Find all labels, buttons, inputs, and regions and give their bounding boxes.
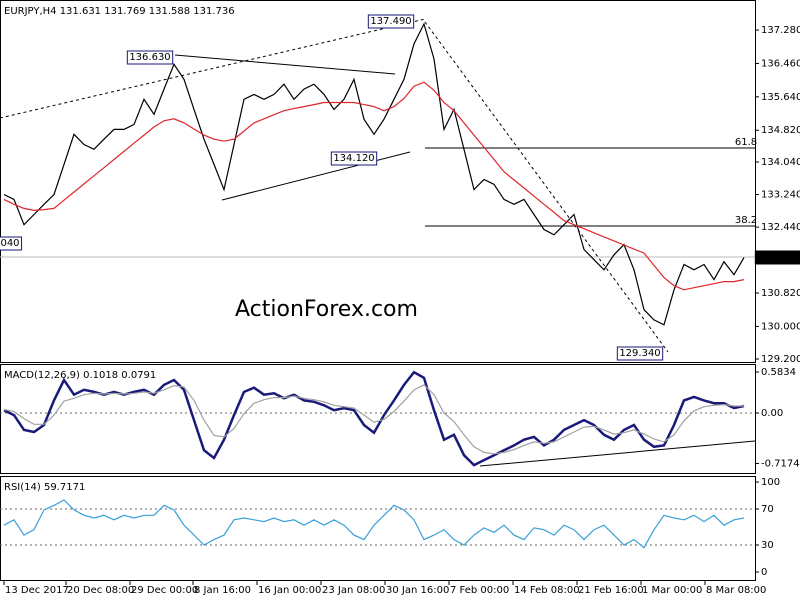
annotation: 38.2 (735, 215, 757, 226)
y-tick-label: 137.280 (761, 25, 800, 36)
y-tick-label: 134.820 (761, 125, 800, 136)
rsi-panel (0, 476, 756, 581)
y-tick-label: 0.00 (761, 408, 783, 419)
x-tick-label: 29 Dec 00:00 (131, 585, 198, 596)
panel-title: EURJPY,H4 131.631 131.769 131.588 131.73… (4, 6, 235, 17)
x-tick-label: 1 Mar 00:00 (642, 585, 702, 596)
y-tick-label: 30 (761, 540, 774, 551)
trend-line (479, 440, 756, 467)
y-tick-label: 129.200 (761, 354, 800, 365)
x-tick-label: 23 Jan 08:00 (322, 585, 385, 596)
x-tick-label: 30 Jan 16:00 (386, 585, 449, 596)
y-tick-label: 136.460 (761, 58, 800, 69)
trend-line (0, 18, 426, 119)
y-tick-label: -0.7174 (761, 458, 800, 469)
x-tick-label: 8 Jan 16:00 (194, 585, 251, 596)
macd-panel (0, 364, 756, 474)
y-tick-label: 134.040 (761, 157, 800, 168)
annotation-box (126, 50, 174, 65)
y-tick-label: 130.820 (761, 288, 800, 299)
series-line (3, 81, 745, 291)
panel-title: MACD(12,26,9) 0.1018 0.0791 (4, 370, 156, 381)
y-tick-label: 100 (761, 477, 780, 488)
x-tick-label: 7 Feb 00:00 (450, 585, 509, 596)
series-line (3, 499, 745, 549)
annotation-box (0, 236, 23, 251)
annotation: 61.8 (735, 137, 757, 148)
x-tick-label: 20 Dec 08:00 (67, 585, 134, 596)
annotation: 131.736 (757, 252, 798, 263)
y-tick-label: 132.440 (761, 222, 800, 233)
annotation: 129.340 (619, 348, 660, 359)
series-line (3, 22, 745, 326)
annotation: 134.120 (333, 153, 374, 164)
y-tick-label: 70 (761, 504, 774, 515)
annotation: 040 (0, 238, 19, 249)
annotation-box (367, 14, 415, 29)
annotation-box (754, 250, 800, 265)
trend-line (221, 151, 411, 201)
y-tick-label: 0 (761, 567, 767, 578)
panel-title: RSI(14) 59.7171 (4, 482, 85, 493)
annotation: 136.630 (129, 52, 170, 63)
price-panel (0, 0, 756, 363)
annotation: 137.490 (370, 16, 411, 27)
x-tick-label: 14 Feb 08:00 (514, 585, 580, 596)
x-tick-label: 21 Feb 16:00 (578, 585, 644, 596)
x-tick-label: 8 Mar 08:00 (706, 585, 766, 596)
x-tick-label: 13 Dec 2017 (5, 585, 69, 596)
trend-line (174, 54, 396, 75)
annotation-box (616, 346, 664, 361)
y-tick-label: 135.640 (761, 92, 800, 103)
x-tick-label: 16 Jan 00:00 (258, 585, 321, 596)
trend-line (424, 21, 669, 353)
y-tick-label: 130.000 (761, 321, 800, 332)
y-tick-label: 0.5834 (761, 367, 796, 378)
y-tick-label: 133.240 (761, 190, 800, 201)
annotation-box (330, 151, 378, 166)
series-line (3, 384, 744, 455)
watermark: ActionForex.com (235, 297, 418, 322)
